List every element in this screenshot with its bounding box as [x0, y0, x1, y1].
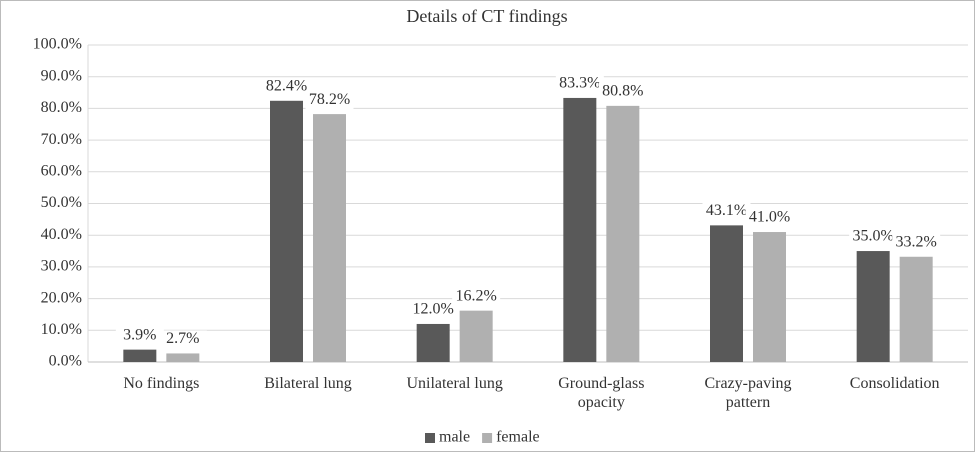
y-tick-label: 50.0%: [41, 194, 82, 211]
y-tick-label: 0.0%: [49, 353, 82, 370]
y-tick-label: 90.0%: [41, 67, 82, 84]
legend-swatch: [425, 433, 435, 443]
y-tick-label: 100.0%: [33, 36, 82, 53]
x-tick-label: Unilateral lung: [406, 375, 503, 392]
value-label-bg: [452, 287, 501, 306]
value-label: 83.3%: [559, 75, 600, 92]
y-tick-label: 10.0%: [41, 321, 82, 338]
value-label-bg: [598, 82, 647, 101]
y-tick-label: 20.0%: [41, 289, 82, 306]
x-tick-label: Crazy-paving pattern: [704, 375, 792, 411]
legend-swatch: [482, 433, 493, 443]
value-label: 43.1%: [706, 202, 747, 219]
value-label-bg: [745, 209, 794, 228]
bar: [753, 232, 786, 362]
y-tick-label: 80.0%: [41, 99, 82, 116]
legend-label: male: [439, 429, 470, 446]
bar: [270, 100, 303, 363]
value-label: 35.0%: [853, 228, 894, 245]
value-label: 82.4%: [266, 77, 307, 94]
value-label-bg: [158, 330, 207, 349]
value-label: 78.2%: [309, 91, 350, 108]
legend-label: female: [496, 429, 540, 446]
bar: [563, 97, 597, 363]
value-label-bg: [555, 74, 604, 93]
value-label: 16.2%: [456, 287, 497, 304]
x-tick-label: No findings: [123, 375, 200, 392]
value-label: 3.9%: [123, 326, 156, 343]
value-label-bg: [262, 77, 311, 96]
value-label-bg: [115, 326, 164, 345]
bar: [416, 323, 450, 362]
value-label: 80.8%: [602, 83, 643, 100]
x-tick-label: Bilateral lung: [264, 375, 352, 392]
bar: [856, 251, 890, 362]
value-label-bg: [849, 228, 898, 247]
bar: [313, 114, 346, 362]
y-tick-label: 40.0%: [41, 226, 82, 243]
value-label: 12.0%: [413, 301, 454, 318]
chart-title: Details of CT findings: [406, 6, 567, 26]
y-tick-label: 70.0%: [41, 131, 82, 148]
value-label: 2.7%: [166, 330, 199, 347]
value-label-bg: [892, 233, 941, 252]
bar: [606, 105, 640, 362]
x-tick-label: Consolidation: [849, 375, 940, 392]
y-tick-label: 60.0%: [41, 162, 82, 179]
bar: [899, 256, 933, 362]
value-label: 33.2%: [896, 233, 937, 250]
value-label-bg: [409, 300, 458, 319]
x-tick-label: Ground-glass opacity: [558, 375, 645, 411]
bar: [710, 225, 743, 362]
y-tick-label: 30.0%: [41, 258, 82, 275]
value-label-bg: [702, 202, 751, 221]
bar: [166, 353, 200, 362]
bar: [459, 310, 493, 362]
value-label-bg: [305, 91, 354, 110]
value-label: 41.0%: [749, 209, 790, 226]
bar: [123, 349, 157, 362]
